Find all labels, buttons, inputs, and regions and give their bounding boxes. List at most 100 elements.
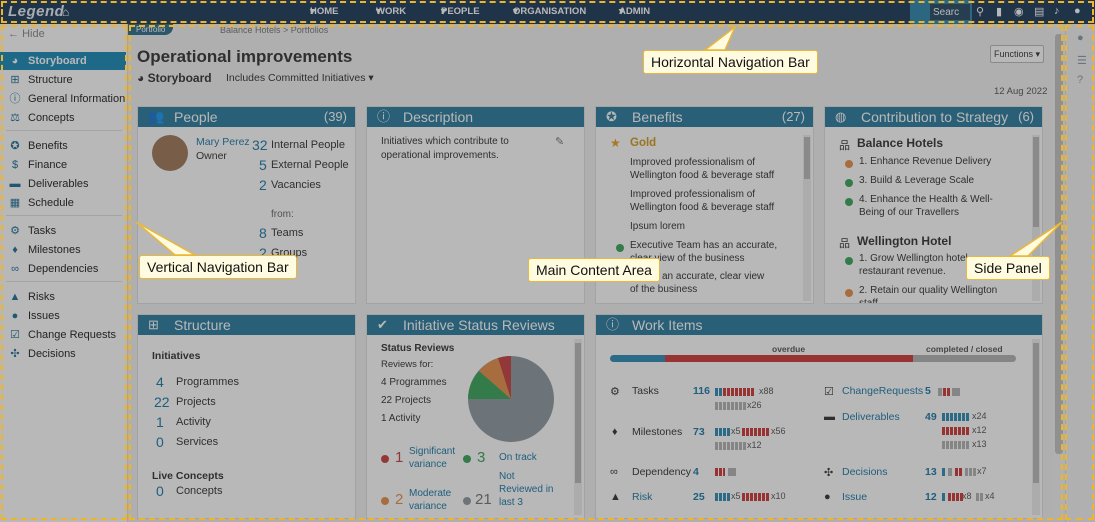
not-reviewed-label[interactable]: Reviewed in [499, 484, 554, 495]
deliverables-label[interactable]: Deliverables [842, 411, 900, 423]
issue-bars[interactable] [976, 492, 984, 501]
significant-label[interactable]: variance [409, 459, 447, 470]
objective-item[interactable]: 1. Enhance Revenue Delivery [859, 156, 992, 167]
user-icon[interactable]: ● [1074, 5, 1081, 17]
sidebar-item-deliverables[interactable]: ▬ Deliverables [0, 175, 126, 193]
dependency-bars[interactable] [715, 467, 737, 476]
search-icon[interactable]: ⚲ [976, 6, 985, 18]
sidebar-item-benefits[interactable]: ✪ Benefits [0, 137, 126, 155]
tasks-label[interactable]: Tasks [632, 385, 659, 397]
benefit-item[interactable]: clear view of the business [630, 253, 745, 264]
not-reviewed-label[interactable]: last 3 [499, 497, 523, 508]
milestones-count[interactable]: 73 [693, 426, 705, 438]
reviews-header[interactable]: ✔ Initiative Status Reviews [367, 315, 584, 335]
workitems-summary-bar[interactable] [610, 355, 1016, 362]
breadcrumb-pill[interactable]: Portfolio [128, 24, 174, 35]
tasks-bars[interactable] [715, 401, 747, 410]
search-input[interactable] [930, 4, 970, 20]
avatar[interactable] [152, 135, 188, 171]
owner-name[interactable]: Mary Perez [196, 136, 250, 148]
sidebar-item-decisions[interactable]: ✣ Decisions [0, 345, 126, 363]
milestones-bars[interactable] [715, 441, 747, 450]
benefit-item[interactable]: Improved professionalism of [630, 157, 756, 168]
benefit-item[interactable]: Executive Team has an accurate, [630, 240, 778, 251]
chat-icon[interactable]: ◉ [1014, 6, 1024, 18]
description-header[interactable]: ⓘ Description [367, 107, 584, 127]
risk-bars[interactable] [742, 492, 770, 501]
menu-organisation[interactable]: ORGANISATION ▾ [513, 6, 587, 17]
objective-item[interactable]: 1. Grow Wellington hotel [859, 253, 968, 264]
breadcrumb-path[interactable]: Balance Hotels > Portfolios [220, 25, 329, 35]
benefit-item[interactable]: Wellington food & beverage staff [630, 170, 775, 181]
menu-people[interactable]: PEOPLE ▾ [441, 6, 480, 17]
projects-count[interactable]: 22 [154, 394, 170, 410]
issue-bars[interactable] [942, 492, 964, 501]
activity-count[interactable]: 1 [156, 414, 164, 430]
moderate-count[interactable]: 2 [395, 491, 404, 508]
issue-count[interactable]: 12 [925, 491, 937, 503]
pie-slice-on-track[interactable] [468, 371, 511, 399]
not-reviewed-count[interactable]: 21 [475, 491, 492, 508]
moderate-label[interactable]: Moderate [409, 488, 452, 499]
significant-label[interactable]: Significant [409, 446, 456, 457]
vacancies-count[interactable]: 2 [259, 177, 267, 193]
benefits-header[interactable]: ✪ Benefits (27) [596, 107, 813, 127]
menu-home[interactable]: HOME ▾ [310, 6, 339, 17]
benefit-item[interactable]: Wellington food & beverage staff [630, 202, 775, 213]
decisions-label[interactable]: Decisions [842, 466, 888, 478]
internal-count[interactable]: 32 [252, 137, 268, 153]
reviews-scrollbar[interactable] [574, 339, 582, 515]
decisions-count[interactable]: 13 [925, 466, 937, 478]
comment-icon[interactable]: ● [1077, 32, 1084, 44]
on-track-label[interactable]: On track [499, 452, 537, 463]
bookmark-icon[interactable]: ▮ [996, 6, 1003, 18]
objective-item[interactable]: 3. Build & Leverage Scale [859, 175, 975, 186]
app-logo[interactable]: Legend [8, 3, 65, 20]
bell-icon[interactable]: ♪ [1054, 5, 1060, 17]
benefit-item[interactable]: Ipsum lorem [630, 221, 686, 232]
menu-work[interactable]: WORK ▾ [376, 6, 407, 17]
milestones-bars[interactable] [742, 427, 770, 436]
on-track-count[interactable]: 3 [477, 449, 486, 466]
milestones-bars[interactable] [715, 427, 731, 436]
sidebar-item-tasks[interactable]: ⚙ Tasks [0, 222, 126, 240]
change-requests-label[interactable]: ChangeRequests [842, 385, 924, 397]
strategy-scrollbar[interactable] [1032, 135, 1040, 301]
filter-dropdown[interactable]: Includes Committed Initiatives ▾ [226, 72, 374, 84]
sidebar-item-finance[interactable]: $ Finance [0, 156, 126, 174]
deliverables-bars[interactable] [942, 426, 970, 435]
external-count[interactable]: 5 [259, 157, 267, 173]
significant-count[interactable]: 1 [395, 449, 404, 466]
structure-header[interactable]: ⊞ Structure [138, 315, 355, 335]
hide-button[interactable]: ← Hide [8, 28, 45, 40]
sidebar-item-milestones[interactable]: ♦ Milestones [0, 241, 126, 259]
benefit-item[interactable]: an accurate, clear view [662, 271, 765, 282]
benefit-item[interactable]: Improved professionalism of [630, 189, 756, 200]
home-icon[interactable]: ⌂ [62, 5, 70, 19]
change-requests-bars[interactable] [938, 387, 961, 396]
benefit-item[interactable]: of the business [630, 284, 698, 295]
deliverables-count[interactable]: 49 [925, 411, 937, 423]
risk-label[interactable]: Risk [632, 491, 653, 503]
deliverables-bars[interactable] [942, 412, 970, 421]
sidebar-item-general-information[interactable]: ⓘ General Information [0, 90, 126, 108]
list-icon[interactable]: ☰ [1077, 55, 1087, 67]
sidebar-item-storyboard[interactable]: ◕ Storyboard [0, 52, 126, 70]
change-requests-count[interactable]: 5 [925, 385, 931, 397]
menu-admin[interactable]: ADMIN ▾ [619, 6, 651, 17]
pie-slice-significant[interactable] [498, 355, 511, 399]
benefits-scrollbar[interactable] [803, 135, 811, 301]
objective-item[interactable]: Being of our Travellers [859, 207, 960, 218]
workitems-scrollbar[interactable] [1032, 339, 1040, 515]
sidebar-item-concepts[interactable]: ⚖ Concepts [0, 109, 126, 127]
risk-bars[interactable] [715, 492, 731, 501]
risk-count[interactable]: 25 [693, 491, 705, 503]
functions-button[interactable]: Functions ▾ [990, 45, 1044, 63]
programmes-count[interactable]: 4 [156, 374, 164, 390]
document-icon[interactable]: ▤ [1034, 6, 1045, 18]
not-reviewed-label[interactable]: Not [499, 471, 515, 482]
moderate-label[interactable]: variance [409, 501, 447, 512]
dependency-label[interactable]: Dependency [632, 466, 691, 478]
org-name[interactable]: Wellington Hotel [857, 234, 952, 248]
groups-count[interactable]: 2 [259, 245, 267, 261]
